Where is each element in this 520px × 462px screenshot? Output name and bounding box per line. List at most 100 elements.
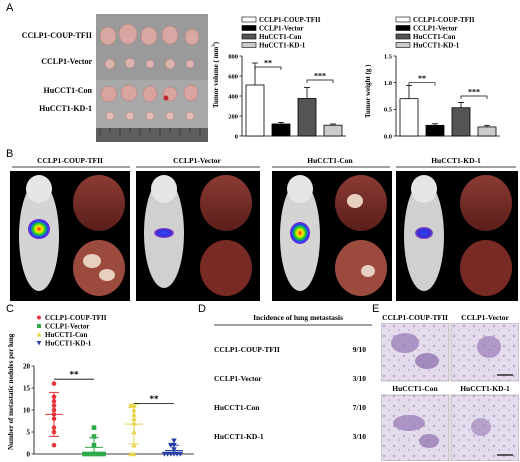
data-point (37, 324, 41, 328)
bar (245, 84, 265, 137)
data-point (101, 451, 106, 457)
y-tick-label: 0.0 (384, 133, 392, 140)
b-header-coup: CCLP1-COUP-TFII (37, 156, 103, 165)
weight-ylabel: Tumor weight (g ) (364, 64, 372, 118)
legend-swatch (395, 16, 411, 23)
legend-label: CCLP1-Vector (45, 323, 89, 331)
y-tick-label: 1.5 (384, 53, 393, 60)
panel-label-e: E (372, 303, 380, 315)
nodules-chart: CCLP1-COUP-TFIICCLP1-VectorHuCCT1-ConHuC… (7, 314, 194, 458)
data-point (98, 451, 103, 457)
weight-legend: CCLP1-COUP-TFIICCLP1-VectorHuCCT1-ConHuC… (395, 16, 475, 50)
y-tick-label: 15 (23, 384, 31, 392)
legend-label: HuCCT1-KD-1 (413, 42, 460, 50)
nodules-ylabel: Number of metastatic nodules per lung (7, 333, 15, 450)
data-point (37, 315, 41, 320)
bar (425, 124, 445, 137)
data-point (91, 434, 97, 439)
legend-label: HuCCT1-Con (45, 331, 88, 339)
b-header-con: HuCCT1-Con (307, 156, 353, 165)
table-row-value: 3/10 (352, 432, 366, 441)
data-point (36, 332, 42, 337)
e-header-vector: CCLP1-Vector (461, 313, 509, 322)
table-row-value: 9/10 (352, 345, 366, 354)
legend-swatch (395, 25, 411, 31)
table-row-value: 7/10 (352, 403, 366, 412)
significance-label: ** (150, 394, 160, 404)
tumor-label-con: HuCCT1-Con (43, 86, 92, 95)
significance-label: *** (468, 88, 480, 97)
data-point (91, 425, 97, 430)
data-point (131, 442, 137, 448)
table-row-value: 3/10 (352, 374, 366, 383)
legend-label: HuCCT1-KD-1 (45, 340, 92, 348)
data-point (177, 451, 184, 457)
significance-label: *** (314, 72, 326, 81)
legend-swatch (241, 33, 257, 40)
data-point (51, 442, 57, 448)
significance-label: ** (264, 59, 272, 68)
bar (399, 98, 419, 137)
legend-label: CCLP1-Vector (259, 25, 303, 33)
e-header-coup: CCLP1-COUP-TFII (382, 313, 448, 322)
panel-label-b: B (6, 148, 14, 160)
data-point (51, 381, 57, 386)
y-tick-label: 400 (228, 93, 238, 100)
table-row-label: CCLP1-Vector (214, 374, 262, 383)
y-tick-label: 200 (228, 113, 238, 120)
legend-label: CCLP1-COUP-TFII (413, 16, 475, 24)
tumor-photo (96, 14, 208, 142)
bar (477, 126, 497, 137)
bar (297, 98, 317, 137)
legend-label: HuCCT1-KD-1 (259, 42, 306, 50)
legend-label: CCLP1-COUP-TFII (259, 16, 321, 24)
data-point (128, 451, 134, 457)
volume-ylabel: Tumor volume ( mm3) (212, 41, 220, 108)
significance-label: ** (70, 370, 80, 380)
y-tick-label: 0.5 (384, 107, 393, 114)
e-header-kd: HuCCT1-KD-1 (460, 384, 510, 393)
y-tick-label: 1.0 (384, 80, 392, 87)
nodules-legend: CCLP1-COUP-TFIICCLP1-VectorHuCCT1-ConHuC… (36, 314, 107, 348)
legend-label: CCLP1-COUP-TFII (45, 314, 107, 322)
y-tick-label: 5 (27, 428, 31, 436)
table-rule (214, 324, 372, 326)
significance-bracket (306, 79, 334, 83)
significance-label: ** (418, 74, 426, 83)
b-header-lines (12, 166, 516, 168)
tumor-weight-chart: CCLP1-COUP-TFIICCLP1-VectorHuCCT1-ConHuC… (364, 16, 500, 140)
legend-label: HuCCT1-Con (413, 33, 456, 41)
significance-bracket (408, 82, 436, 86)
table-row-label: HuCCT1-KD-1 (214, 432, 264, 441)
legend-swatch (241, 16, 257, 23)
tumor-volume-chart: CCLP1-COUP-TFIICCLP1-VectorHuCCT1-ConHuC… (212, 16, 346, 140)
y-tick-label: 20 (23, 362, 31, 370)
data-point (36, 341, 42, 346)
histology-images (381, 323, 519, 461)
bar (451, 107, 471, 137)
panel-label-d: D (198, 303, 206, 315)
legend-label: HuCCT1-Con (259, 33, 302, 41)
y-tick-label: 800 (228, 53, 238, 60)
data-point (161, 451, 168, 457)
table-title: Incidence of lung metastasis (253, 313, 343, 322)
panel-label-a: A (6, 2, 14, 14)
y-tick-label: 600 (228, 73, 238, 80)
tumor-label-coup: CCLP1-COUP-TFII (21, 31, 92, 40)
panel-label-c: C (6, 303, 14, 315)
table-row-label: CCLP1-COUP-TFII (214, 345, 280, 354)
volume-legend: CCLP1-COUP-TFIICCLP1-VectorHuCCT1-ConHuC… (241, 16, 321, 50)
ivis-images (10, 171, 518, 301)
y-tick-label: 10 (23, 406, 31, 414)
legend-swatch (395, 33, 411, 40)
significance-bracket (254, 66, 282, 70)
y-tick-label: 0 (235, 133, 238, 140)
significance-bracket (460, 95, 488, 99)
bar (271, 123, 291, 137)
table-row-label: HuCCT1-Con (214, 403, 260, 412)
data-point (171, 438, 177, 444)
legend-label: CCLP1-Vector (413, 25, 457, 33)
y-tick-label: 0 (27, 450, 31, 458)
tumor-label-kd: HuCCT1-KD-1 (39, 104, 92, 113)
b-header-kd: HuCCT1-KD-1 (431, 156, 481, 165)
